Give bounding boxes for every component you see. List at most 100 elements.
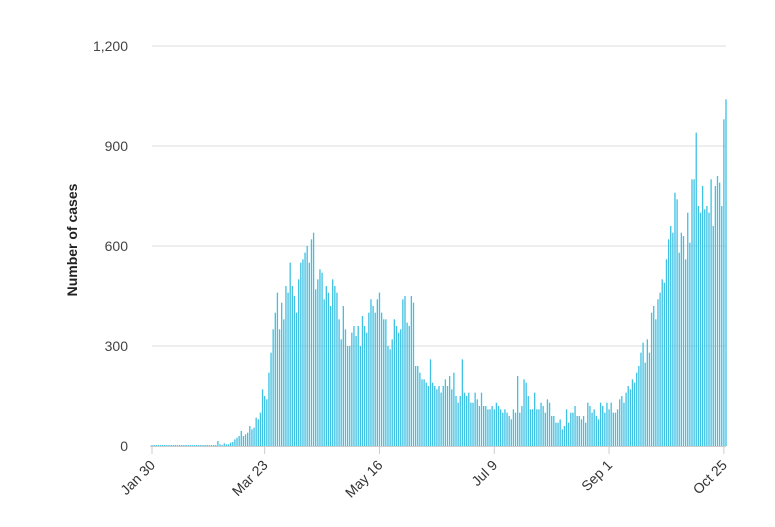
y-tick-label: 0: [120, 438, 128, 454]
bar: [621, 396, 623, 446]
bar: [198, 445, 200, 446]
bar: [442, 386, 444, 446]
y-axis-label: Number of cases: [64, 183, 80, 296]
bar: [185, 445, 187, 446]
bar: [540, 402, 542, 446]
bar: [587, 402, 589, 446]
bar: [155, 445, 157, 446]
bar: [374, 312, 376, 446]
bar: [417, 366, 419, 446]
bar: [191, 445, 194, 446]
bar: [363, 326, 366, 446]
bar: [370, 299, 372, 446]
bar: [480, 392, 483, 446]
bar: [627, 386, 629, 446]
bar: [293, 296, 296, 446]
y-tick-label: 600: [105, 238, 129, 254]
x-tick-labels: Jan 30 Mar 23 May 16 Jul 9 Sep 1 Oct 25: [117, 446, 730, 501]
bar: [166, 445, 168, 446]
bar: [421, 379, 423, 446]
bar: [557, 422, 559, 446]
bar: [708, 212, 710, 446]
bar: [663, 282, 666, 446]
bar: [217, 441, 219, 446]
bar: [512, 409, 515, 446]
bar: [682, 236, 685, 446]
bar: [565, 409, 568, 446]
bar: [706, 206, 708, 446]
bar: [714, 186, 717, 446]
bar: [570, 412, 572, 446]
bar: [470, 402, 472, 446]
bar: [351, 332, 353, 446]
bar: [340, 339, 342, 446]
bar: [661, 279, 663, 446]
bar: [236, 437, 238, 446]
bar: [295, 312, 298, 446]
bar: [427, 386, 430, 446]
bar: [574, 406, 576, 446]
bar: [642, 342, 644, 446]
bar: [495, 402, 498, 446]
bar: [499, 409, 502, 446]
bar: [695, 132, 697, 446]
bar: [491, 406, 493, 446]
bar: [684, 259, 687, 446]
bar: [366, 332, 368, 446]
bar: [665, 259, 668, 446]
bar: [289, 262, 291, 446]
bar: [257, 419, 259, 446]
bar: [183, 445, 185, 446]
bar: [712, 226, 714, 446]
bar: [434, 386, 436, 446]
bar: [261, 389, 264, 446]
bar: [527, 396, 529, 446]
bar: [589, 406, 591, 446]
bar: [536, 409, 538, 446]
bar: [704, 209, 706, 446]
bar: [357, 326, 359, 446]
bar: [247, 432, 249, 446]
bar: [455, 396, 457, 446]
bar: [561, 429, 563, 446]
bar: [225, 444, 228, 446]
bar: [312, 232, 315, 446]
bar: [646, 339, 648, 446]
y-tick-labels: 0 300 600 900 1,200: [93, 38, 128, 454]
bar: [253, 427, 255, 446]
bar: [164, 445, 166, 446]
bar: [215, 445, 217, 446]
bar: [204, 445, 206, 446]
bar: [650, 312, 653, 446]
bar: [568, 422, 570, 446]
bar: [329, 306, 332, 446]
bar: [187, 445, 189, 446]
bar: [359, 346, 361, 446]
bar: [468, 392, 470, 446]
bar: [487, 409, 489, 446]
bar: [653, 306, 655, 446]
bar: [404, 296, 406, 446]
bar: [595, 416, 597, 446]
bar: [680, 232, 683, 446]
bar: [181, 445, 183, 446]
bar: [238, 436, 240, 446]
bar: [578, 416, 580, 446]
bar: [170, 445, 172, 446]
bar: [493, 409, 495, 446]
bar: [278, 329, 281, 446]
bar: [629, 389, 631, 446]
bar: [721, 206, 723, 446]
bar: [691, 179, 693, 447]
bar: [597, 419, 600, 446]
bar: [461, 359, 464, 446]
bar: [572, 412, 574, 446]
bar: [385, 319, 387, 446]
bar: [485, 406, 487, 446]
bar: [725, 99, 727, 446]
bar: [591, 412, 593, 446]
bar: [525, 382, 527, 446]
bar: [266, 399, 268, 446]
